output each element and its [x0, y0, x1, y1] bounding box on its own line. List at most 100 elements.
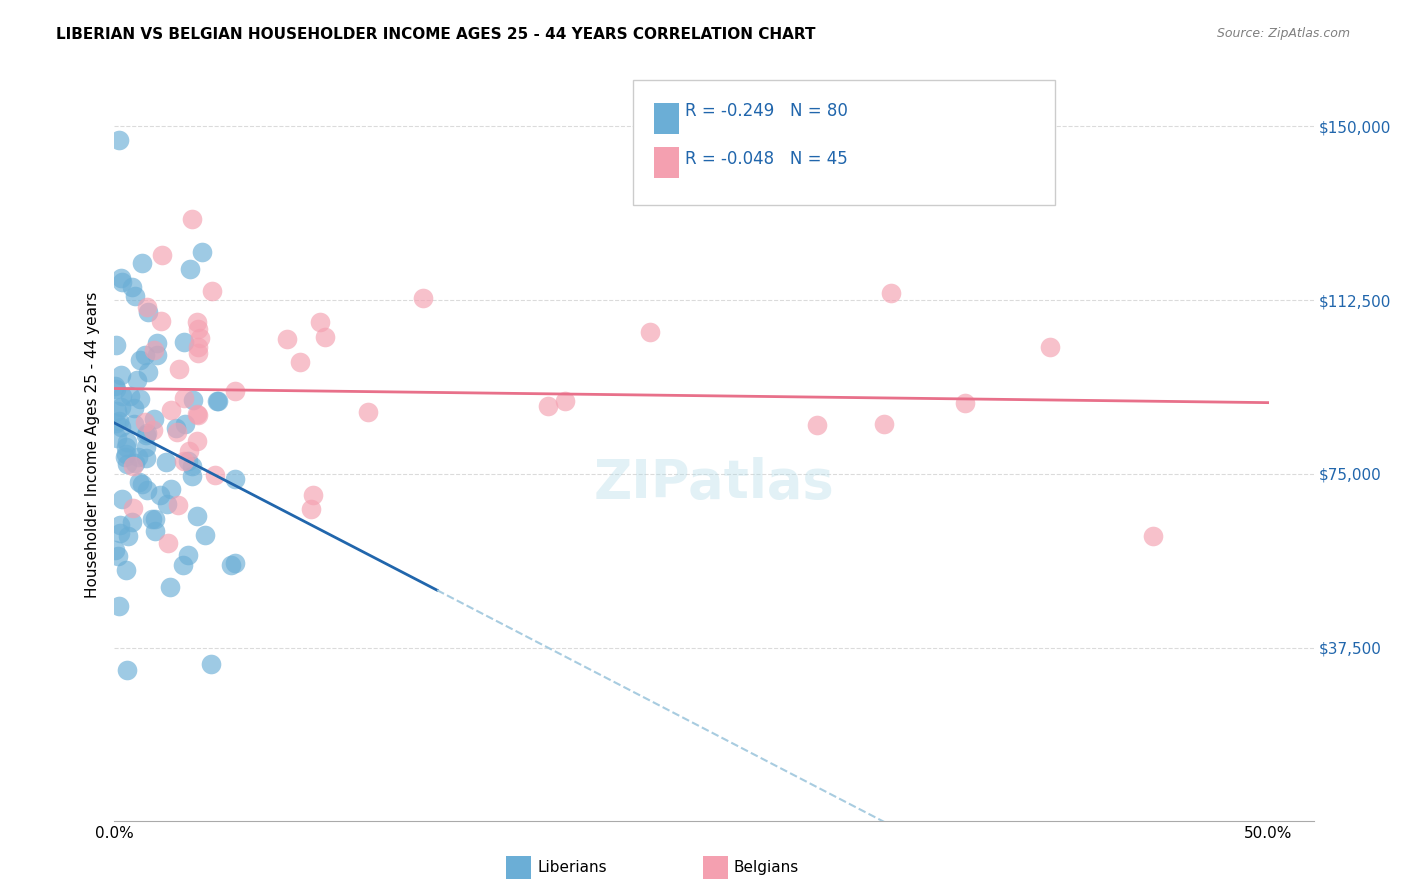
Liberians: [108, 518, 131, 533]
Belgians: [314, 329, 336, 343]
Liberians: [177, 549, 200, 563]
Belgians: [167, 362, 190, 376]
Belgians: [356, 405, 378, 419]
Liberians: [114, 450, 136, 465]
Liberians: [121, 516, 143, 530]
Liberians: [127, 450, 149, 464]
Liberians: [108, 599, 131, 614]
Liberians: [111, 389, 134, 403]
Liberians: [159, 580, 181, 594]
Liberians: [110, 400, 132, 414]
Liberians: [181, 468, 204, 483]
Belgians: [186, 315, 208, 329]
Belgians: [806, 417, 828, 432]
Liberians: [180, 459, 202, 474]
Liberians: [224, 557, 246, 571]
Liberians: [131, 256, 153, 270]
Belgians: [159, 403, 181, 417]
Liberians: [121, 280, 143, 294]
Liberians: [115, 663, 138, 677]
Liberians: [127, 373, 149, 387]
Liberians: [177, 454, 200, 468]
Belgians: [290, 355, 312, 369]
Liberians: [173, 417, 195, 431]
Belgians: [157, 536, 180, 550]
Liberians: [107, 414, 129, 428]
Text: Belgians: Belgians: [734, 861, 799, 875]
Liberians: [194, 528, 217, 542]
Liberians: [135, 428, 157, 442]
Liberians: [173, 334, 195, 349]
Text: Liberians: Liberians: [537, 861, 607, 875]
Liberians: [117, 529, 139, 543]
Belgians: [121, 458, 143, 473]
Liberians: [108, 526, 131, 541]
Liberians: [149, 488, 172, 502]
Liberians: [143, 512, 166, 526]
Belgians: [224, 384, 246, 399]
Belgians: [953, 396, 976, 410]
Belgians: [166, 498, 188, 512]
Belgians: [134, 415, 156, 429]
Liberians: [136, 425, 159, 440]
Belgians: [142, 343, 165, 358]
Belgians: [187, 346, 209, 360]
Liberians: [104, 543, 127, 558]
Liberians: [205, 393, 228, 408]
Liberians: [146, 335, 169, 350]
Liberians: [111, 275, 134, 289]
Liberians: [122, 401, 145, 416]
Liberians: [115, 457, 138, 471]
Belgians: [309, 315, 332, 329]
Liberians: [160, 482, 183, 496]
Liberians: [172, 558, 194, 572]
Liberians: [135, 441, 157, 455]
Belgians: [204, 468, 226, 483]
Belgians: [177, 443, 200, 458]
Belgians: [873, 417, 896, 431]
Belgians: [536, 400, 558, 414]
Belgians: [122, 500, 145, 515]
Belgians: [554, 394, 576, 409]
Liberians: [129, 353, 152, 368]
Belgians: [150, 314, 173, 328]
Belgians: [190, 331, 212, 345]
Liberians: [146, 348, 169, 362]
Liberians: [186, 508, 208, 523]
Belgians: [638, 325, 661, 339]
Liberians: [219, 558, 242, 573]
Liberians: [107, 133, 129, 147]
Liberians: [111, 491, 134, 506]
Belgians: [173, 454, 195, 468]
Liberians: [143, 412, 166, 426]
Liberians: [191, 245, 214, 260]
Belgians: [142, 423, 165, 437]
Belgians: [1039, 340, 1062, 354]
Belgians: [1142, 528, 1164, 542]
Liberians: [110, 419, 132, 434]
Belgians: [302, 488, 325, 502]
Text: R = -0.249   N = 80: R = -0.249 N = 80: [685, 103, 848, 120]
Text: Source: ZipAtlas.com: Source: ZipAtlas.com: [1216, 27, 1350, 40]
Liberians: [105, 404, 128, 418]
Liberians: [141, 512, 163, 526]
Liberians: [104, 416, 127, 430]
Liberians: [135, 483, 157, 498]
Liberians: [136, 365, 159, 379]
Liberians: [104, 382, 127, 396]
Liberians: [105, 432, 128, 446]
Liberians: [115, 564, 138, 578]
Liberians: [143, 524, 166, 538]
Liberians: [128, 392, 150, 406]
Text: R = -0.048   N = 45: R = -0.048 N = 45: [685, 150, 848, 168]
Liberians: [135, 450, 157, 465]
Liberians: [138, 305, 160, 319]
Y-axis label: Householder Income Ages 25 - 44 years: Householder Income Ages 25 - 44 years: [86, 292, 100, 599]
Liberians: [115, 440, 138, 454]
Liberians: [115, 435, 138, 450]
Belgians: [173, 391, 195, 405]
Liberians: [181, 393, 204, 408]
Belgians: [201, 285, 224, 299]
Liberians: [104, 378, 127, 392]
Liberians: [156, 497, 179, 511]
